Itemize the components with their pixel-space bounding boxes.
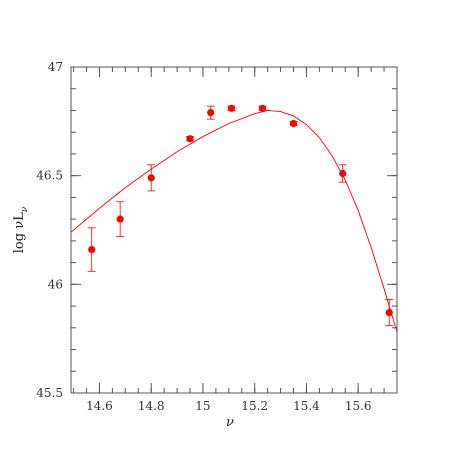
y-axis-label-main: log νL [12,212,27,253]
y-tick-label: 45.5 [36,386,63,400]
y-tick-label: 46 [48,277,63,291]
data-point [186,135,194,143]
data-point [147,174,155,182]
data-point [289,119,298,128]
x-tick-label: 15 [195,399,210,413]
tick-labels: 14.6 14.8 15 15.2 15.4 15.6 45.5 46 46.5 47 [36,60,371,413]
data-point [207,109,215,117]
plot-area [71,104,397,333]
x-axis-label: ν [226,415,234,430]
y-axis-label-group: log νLν [12,206,30,253]
x-tick-label: 15.4 [293,399,320,413]
data-point [339,169,347,178]
data-point [227,104,236,112]
x-tick-label: 14.8 [138,399,165,413]
y-axis-label-subscript: ν [20,206,30,212]
x-tick-label: 14.6 [86,399,113,413]
data-point [88,245,96,254]
axis-ticks [71,66,398,394]
y-axis-label: log νLν [12,206,30,253]
x-tick-label: 15.6 [345,399,372,413]
data-point [116,215,124,223]
x-tick-label: 15.2 [241,399,268,413]
plot-frame [70,66,398,394]
data-point [258,104,267,112]
y-tick-label: 47 [48,60,63,74]
data-point [385,308,393,317]
y-tick-label: 46.5 [36,169,63,183]
